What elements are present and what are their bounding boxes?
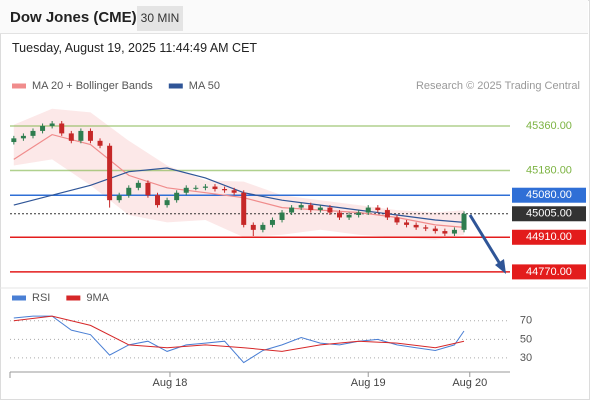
candle-body [356, 212, 362, 216]
level-label-box [512, 206, 586, 222]
candle-body [269, 219, 275, 225]
candle-body [432, 228, 438, 232]
timeframe-button[interactable]: 30 MIN [137, 6, 183, 31]
candle-body [298, 205, 304, 208]
candle-body [68, 133, 74, 141]
candle-body [155, 195, 161, 206]
candle-body [222, 189, 228, 191]
candle-body [183, 187, 189, 193]
candle-body [461, 213, 467, 230]
candle-body [365, 207, 371, 213]
candle-body [126, 187, 132, 196]
candle-body [20, 135, 26, 139]
candle-body [384, 210, 390, 218]
legend-label: MA 20 + Bollinger Bands [32, 80, 153, 92]
header-bar: Dow Jones (CME) 30 MIN [0, 0, 588, 34]
indicator-line [13, 315, 465, 364]
candle-body [451, 229, 457, 234]
indicator-line [13, 315, 465, 352]
candle-body [260, 224, 266, 230]
x-tick-label: Aug 18 [153, 377, 188, 389]
candle-body [164, 200, 170, 206]
candle-body [97, 140, 103, 146]
candle-body [174, 192, 180, 201]
candle-body [404, 222, 410, 225]
candle-body [442, 231, 448, 234]
candle-body [375, 207, 381, 211]
instrument-title: Dow Jones (CME) [10, 9, 137, 26]
candle-body [78, 130, 84, 141]
legend-label: 9MA [86, 292, 109, 304]
legend-label: RSI [32, 292, 50, 304]
candle-body [135, 182, 141, 188]
candle-body [279, 212, 285, 220]
candle-body [308, 205, 314, 211]
level-label: 45360.00 [526, 120, 572, 132]
level-label: 44770.00 [526, 266, 572, 278]
candle-body [327, 207, 333, 213]
candle-body [394, 217, 400, 223]
candle-body [413, 224, 419, 228]
candle-body [145, 182, 151, 196]
x-tick-label: Aug 19 [351, 377, 386, 389]
timestamp: Tuesday, August 19, 2025 11:44:49 AM CET [12, 41, 258, 55]
candle-body [11, 138, 17, 143]
y-tick-label: 50 [520, 333, 532, 345]
candle-body [107, 145, 113, 201]
y-tick-label: 30 [520, 352, 532, 364]
forecast-arrowhead [495, 259, 506, 274]
candle-body [250, 224, 256, 230]
level-label: 45005.00 [526, 208, 572, 220]
credit: Research © 2025 Trading Central [416, 80, 580, 92]
candle-body [241, 192, 247, 225]
candle-body [423, 227, 429, 229]
forecast-arrow [468, 214, 502, 265]
x-tick-label: Aug 20 [452, 377, 487, 389]
candle-body [59, 123, 65, 134]
candle-body [30, 130, 36, 136]
level-label-box [512, 229, 586, 245]
legend-swatch [12, 83, 26, 89]
level-label: 45080.00 [526, 189, 572, 201]
legend-swatch [66, 295, 81, 301]
candle-body [116, 195, 122, 201]
candle-body [289, 207, 295, 213]
level-label: 44910.00 [526, 231, 572, 243]
y-tick-label: 70 [520, 315, 532, 327]
candle-body [212, 186, 218, 190]
candle-body [337, 212, 343, 218]
candle-body [231, 190, 237, 193]
level-label: 45180.00 [526, 164, 572, 176]
bollinger-band [13, 108, 465, 240]
legend-label: MA 50 [189, 80, 220, 92]
candle-body [193, 187, 199, 189]
level-label-box [512, 264, 586, 280]
level-label-box [512, 187, 586, 203]
legend-swatch [12, 295, 26, 301]
legend-swatch [168, 83, 183, 89]
candle-body [346, 215, 352, 218]
candle-body [40, 125, 46, 131]
candle-body [317, 207, 323, 211]
candle-body [87, 130, 93, 141]
candle-body [49, 123, 55, 126]
candle-body [202, 186, 208, 188]
